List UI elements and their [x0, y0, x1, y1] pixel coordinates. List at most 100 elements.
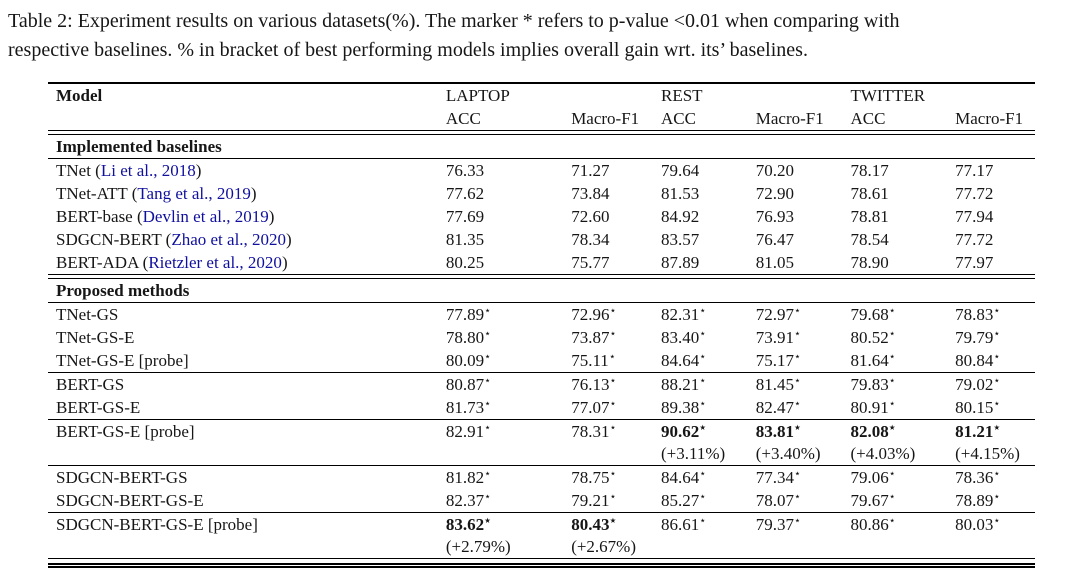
significance-star: ⋆ — [794, 328, 801, 341]
metric-cell: 72.60 — [571, 207, 610, 226]
significance-star: ⋆ — [794, 515, 801, 528]
significance-star: ⋆ — [993, 328, 1001, 341]
metric-header-1: Macro-F1 — [571, 109, 640, 128]
gain-row: (+2.79%) (+2.67%) — [48, 536, 1035, 559]
metric-cell: 75.11⋆ — [571, 351, 616, 370]
metric-cell: 77.34⋆ — [755, 468, 801, 487]
significance-star: ⋆ — [609, 422, 617, 435]
metric-cell: 78.90 — [850, 253, 889, 272]
metric-cell: 81.73⋆ — [445, 398, 491, 417]
significance-star: ⋆ — [699, 351, 707, 364]
significance-star: ⋆ — [888, 468, 896, 481]
significance-star: ⋆ — [888, 351, 896, 364]
table-row: SDGCN-BERT (Zhao et al., 2020) 81.35 78.34… — [48, 228, 1035, 251]
metric-cell: 78.34 — [571, 230, 610, 249]
metric-cell: 75.17⋆ — [755, 351, 801, 370]
metric-cell: 80.91⋆ — [850, 398, 896, 417]
significance-star: ⋆ — [794, 468, 801, 481]
metric-cell: 82.91⋆ — [445, 422, 491, 441]
metric-cell: 76.93 — [755, 207, 794, 226]
significance-star: ⋆ — [699, 328, 707, 341]
metric-cell: 83.62⋆ — [445, 515, 491, 534]
significance-star: ⋆ — [609, 468, 617, 481]
model-cell: SDGCN-BERT-GS — [56, 468, 188, 487]
metric-cell: 80.15⋆ — [955, 398, 1001, 417]
significance-star: ⋆ — [699, 468, 707, 481]
metric-cell: 78.17 — [850, 161, 889, 180]
metric-cell: 77.94 — [955, 207, 994, 226]
metric-cell: 80.84⋆ — [955, 351, 1001, 370]
model-cell: BERT-base (Devlin et al., 2019) — [56, 207, 275, 226]
metric-cell: 89.38⋆ — [661, 398, 707, 417]
citation-link[interactable]: Rietzler et al., 2020 — [148, 253, 282, 272]
significance-star: ⋆ — [484, 328, 491, 341]
metric-cell: 77.72 — [955, 230, 994, 249]
significance-star: ⋆ — [993, 375, 1001, 388]
metric-cell: 78.07⋆ — [755, 491, 801, 510]
gain-cell — [565, 443, 655, 466]
section-row: Proposed methods — [48, 278, 1035, 303]
metric-cell: 79.79⋆ — [955, 328, 1001, 347]
metric-cell: 80.52⋆ — [850, 328, 896, 347]
significance-star: ⋆ — [699, 375, 707, 388]
results-table-container: Model LAPTOP REST TWITTER ACC Macro-F1 ACC Macr… — [48, 82, 1035, 568]
metric-cell: 78.54 — [850, 230, 889, 249]
citation-link[interactable]: Li et al., 2018 — [100, 161, 196, 180]
table-header: Model LAPTOP REST TWITTER ACC Macro-F1 ACC Macr… — [48, 83, 1035, 131]
metric-cell: 79.68⋆ — [850, 305, 896, 324]
citation-link[interactable]: Devlin et al., 2019 — [142, 207, 269, 226]
metric-cell: 73.91⋆ — [755, 328, 801, 347]
metric-cell: 81.21⋆ — [955, 422, 1001, 441]
significance-star: ⋆ — [794, 398, 801, 411]
metric-cell: 81.05 — [755, 253, 794, 272]
significance-star: ⋆ — [993, 305, 1001, 318]
metric-cell: 81.45⋆ — [755, 375, 801, 394]
table-row: BERT-base (Devlin et al., 2019) 77.69 72.6… — [48, 205, 1035, 228]
significance-star: ⋆ — [609, 398, 617, 411]
metric-cell: 78.31⋆ — [571, 422, 617, 441]
dataset-group-header-2: TWITTER — [850, 86, 926, 105]
table-caption: Table 2: Experiment results on various d… — [8, 7, 1065, 65]
metric-cell: 81.64⋆ — [850, 351, 896, 370]
metric-cell: 77.89⋆ — [445, 305, 491, 324]
metric-cell: 81.35 — [445, 230, 485, 249]
metric-cell: 79.67⋆ — [850, 491, 896, 510]
metric-cell: 73.84 — [571, 184, 610, 203]
citation-link[interactable]: Tang et al., 2019 — [137, 184, 251, 203]
section-row: Implemented baselines — [48, 134, 1035, 159]
table-row: TNet-ATT (Tang et al., 2019) 77.62 73.84 81… — [48, 182, 1035, 205]
significance-star: ⋆ — [609, 491, 617, 504]
metric-header-3: Macro-F1 — [755, 109, 824, 128]
metric-cell: 78.83⋆ — [955, 305, 1001, 324]
caption-line-2: respective baselines. % in bracket of be… — [8, 39, 808, 61]
significance-star: ⋆ — [794, 305, 801, 318]
metric-cell: 76.13⋆ — [571, 375, 617, 394]
metric-cell: 82.08⋆ — [850, 422, 896, 441]
significance-star: ⋆ — [888, 491, 896, 504]
metric-cell: 76.33 — [445, 161, 485, 180]
table-row: BERT-GS-E [probe] 82.91⋆ 78.31⋆ 90.62⋆ 83.81… — [48, 419, 1035, 444]
metric-cell: 77.69 — [445, 207, 485, 226]
significance-star: ⋆ — [484, 491, 491, 504]
metric-cell: 83.81⋆ — [755, 422, 801, 441]
gain-cell: (+4.15%) — [955, 444, 1020, 463]
table-row: TNet-GS 77.89⋆ 72.96⋆ 82.31⋆ 72.97⋆ 79.68⋆ 78.… — [48, 303, 1035, 327]
table-row: SDGCN-BERT-GS-E 82.37⋆ 79.21⋆ 85.27⋆ 78.07⋆ 7… — [48, 489, 1035, 513]
gain-cell — [48, 536, 440, 559]
significance-star: ⋆ — [484, 351, 491, 364]
metric-cell: 84.64⋆ — [661, 351, 707, 370]
metric-cell: 73.87⋆ — [571, 328, 617, 347]
model-cell: SDGCN-BERT (Zhao et al., 2020) — [56, 230, 292, 249]
citation-link[interactable]: Zhao et al., 2020 — [171, 230, 287, 249]
results-table: Model LAPTOP REST TWITTER ACC Macro-F1 ACC Macr… — [48, 82, 1035, 568]
metric-cell: 83.40⋆ — [661, 328, 707, 347]
model-cell: BERT-GS-E — [56, 398, 141, 417]
metric-cell: 88.21⋆ — [661, 375, 707, 394]
dataset-group-header-0: LAPTOP — [445, 86, 510, 105]
significance-star: ⋆ — [484, 468, 491, 481]
table-row: BERT-GS 80.87⋆ 76.13⋆ 88.21⋆ 81.45⋆ 79.83⋆ 79.… — [48, 372, 1035, 397]
metric-cell: 77.97 — [955, 253, 994, 272]
table-row: BERT-ADA (Rietzler et al., 2020) 80.25 75.… — [48, 251, 1035, 275]
metric-cell: 80.25 — [445, 253, 485, 272]
significance-star: ⋆ — [609, 375, 617, 388]
